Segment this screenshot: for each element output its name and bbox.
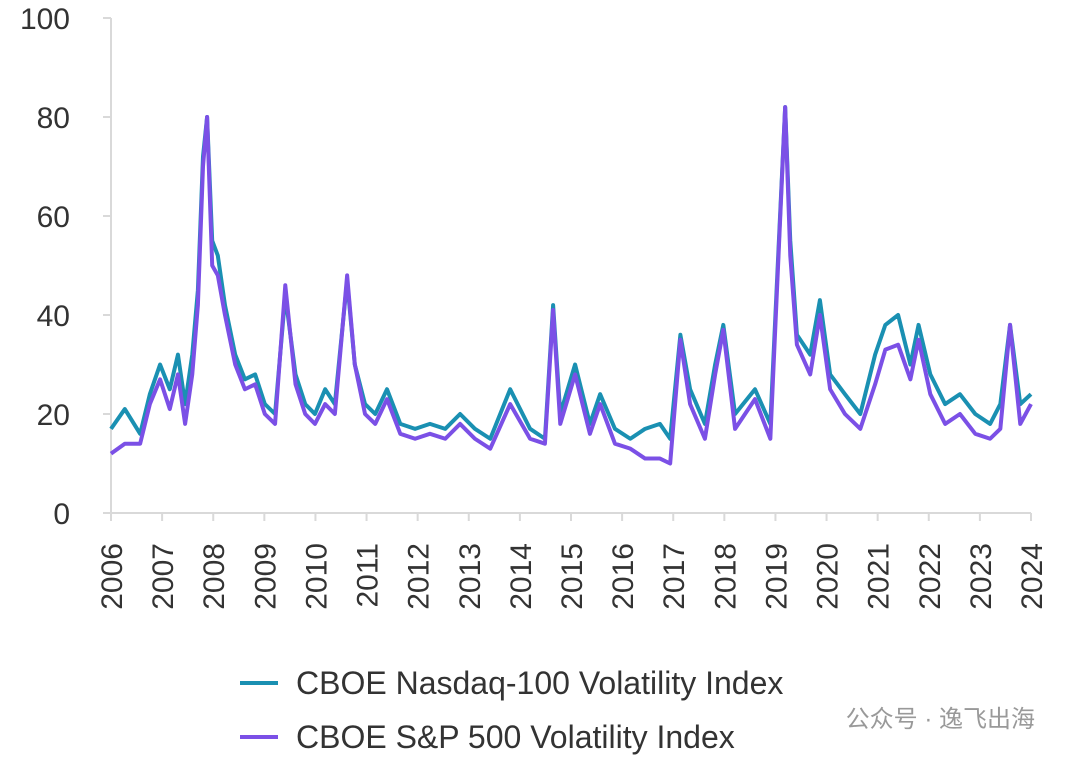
x-tick-label: 2009 <box>249 543 282 610</box>
x-tick-label: 2016 <box>607 543 640 610</box>
x-tick-label: 2014 <box>505 543 538 610</box>
x-tick-label: 2008 <box>198 543 231 610</box>
x-tick-label: 2013 <box>454 543 487 610</box>
x-tick-label: 2019 <box>760 543 793 610</box>
x-tick-label: 2007 <box>147 543 180 610</box>
x-tick-label: 2023 <box>965 543 998 610</box>
y-tick-label: 20 <box>37 399 70 432</box>
legend-label: CBOE S&P 500 Volatility Index <box>296 719 735 755</box>
x-tick-label: 2021 <box>863 543 896 610</box>
x-tick-label: 2006 <box>96 543 129 610</box>
x-tick-label: 2010 <box>300 543 333 610</box>
x-tick-label: 2012 <box>403 543 436 610</box>
y-tick-label: 100 <box>20 3 70 36</box>
x-tick-label: 2022 <box>914 543 947 610</box>
x-tick-label: 2024 <box>1016 543 1049 610</box>
y-tick-label: 60 <box>37 201 70 234</box>
y-tick-label: 40 <box>37 300 70 333</box>
x-tick-label: 2011 <box>352 543 385 608</box>
legend-label: CBOE Nasdaq-100 Volatility Index <box>296 665 783 701</box>
series-line <box>109 105 1033 466</box>
x-tick-label: 2017 <box>658 543 691 610</box>
watermark: 公众号 · 逸飞出海 <box>846 706 1035 733</box>
y-tick-label: 0 <box>53 498 70 531</box>
x-tick-label: 2018 <box>709 543 742 610</box>
x-tick-label: 2015 <box>556 543 589 610</box>
x-tick-label: 2020 <box>812 543 845 610</box>
y-tick-label: 80 <box>37 102 70 135</box>
